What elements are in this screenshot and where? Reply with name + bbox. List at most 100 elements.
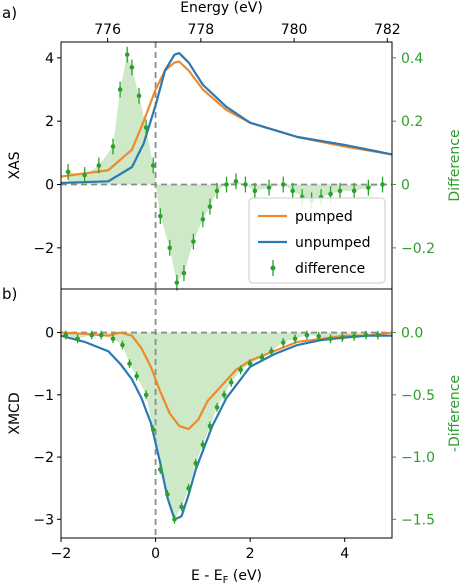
panel-label: a) bbox=[2, 4, 17, 22]
difference-point bbox=[143, 125, 149, 130]
difference-point bbox=[179, 504, 184, 510]
y-right-tick-label: −0.5 bbox=[401, 388, 435, 404]
difference-point bbox=[82, 172, 87, 178]
y-tick-label: −1 bbox=[33, 388, 54, 404]
top-x-axis-label: Energy (eV) bbox=[180, 0, 263, 16]
difference-point bbox=[186, 485, 191, 491]
difference-point bbox=[247, 361, 253, 367]
y-right-axis-label: Difference bbox=[447, 129, 463, 201]
panel-a: −2 0 2 4 −0.2 0 0.2 0.4 XAS Difference a) 776 778 780… bbox=[2, 0, 463, 291]
y-right-axis-label: -Difference bbox=[447, 375, 463, 452]
difference-point bbox=[207, 423, 213, 429]
difference-point bbox=[150, 163, 156, 168]
series-line-unpumped bbox=[60, 51, 393, 185]
difference-point bbox=[221, 392, 227, 398]
y-right-tick-label: 0 bbox=[401, 178, 410, 194]
y-right-tick-label: −1.0 bbox=[401, 450, 435, 466]
x-tick-label: 4 bbox=[340, 546, 349, 562]
difference-point bbox=[375, 332, 381, 338]
difference-point bbox=[214, 404, 220, 410]
difference-point bbox=[269, 348, 274, 354]
y-right-tick-label: −0.2 bbox=[401, 241, 435, 257]
y-axis-label: XAS bbox=[7, 151, 23, 179]
plot-frame bbox=[60, 288, 393, 539]
difference-point bbox=[259, 355, 265, 360]
legend-box bbox=[248, 197, 386, 284]
y-right-tick-label: −1.5 bbox=[401, 512, 435, 528]
difference-point bbox=[191, 239, 196, 244]
y-tick-label: 4 bbox=[45, 51, 54, 67]
x-tick-label: 2 bbox=[246, 546, 255, 562]
x-tick-label: −2 bbox=[51, 546, 72, 562]
top-x-tick-label: 780 bbox=[281, 22, 308, 38]
difference-point bbox=[207, 204, 213, 209]
legend-label-pumped: pumped bbox=[295, 209, 353, 225]
difference-point bbox=[328, 336, 333, 342]
difference-point bbox=[150, 427, 156, 432]
legend-swatch-point bbox=[270, 265, 276, 271]
difference-point bbox=[252, 188, 258, 194]
difference-point bbox=[366, 185, 371, 190]
difference-point bbox=[98, 332, 104, 338]
difference-point bbox=[200, 217, 206, 222]
y-right-tick-label: 0.2 bbox=[401, 114, 423, 130]
panel-b: −3 −2 −1 0 −1.5 −1.0 −0.5 0.0 XMCD -Difference b) −… bbox=[2, 285, 463, 586]
top-x-tick-label: 782 bbox=[374, 22, 401, 38]
series-line-unpumped bbox=[60, 334, 392, 521]
difference-point bbox=[328, 191, 333, 197]
difference-point bbox=[304, 332, 310, 338]
difference-point bbox=[200, 442, 206, 447]
x-tick-label: 0 bbox=[151, 546, 160, 562]
difference-point bbox=[280, 340, 286, 345]
difference-point bbox=[110, 336, 116, 342]
difference-point bbox=[224, 182, 229, 187]
y-axis-label: XMCD bbox=[7, 392, 23, 434]
series-line-pumped bbox=[60, 331, 393, 431]
difference-point bbox=[96, 163, 102, 168]
difference-point bbox=[292, 336, 298, 342]
legend: pumped unpumped difference bbox=[248, 197, 386, 284]
difference-point bbox=[158, 213, 163, 219]
y-tick-label: 2 bbox=[45, 114, 54, 130]
y-tick-label: 0 bbox=[45, 178, 54, 194]
difference-point bbox=[124, 52, 130, 57]
difference-point bbox=[120, 342, 125, 348]
difference-point bbox=[117, 87, 123, 92]
y-tick-label: −2 bbox=[33, 450, 54, 466]
panel-label: b) bbox=[2, 285, 17, 303]
difference-point bbox=[65, 169, 71, 175]
difference-point bbox=[127, 361, 132, 367]
difference-point bbox=[143, 392, 149, 398]
difference-fill-area bbox=[65, 332, 378, 520]
difference-point bbox=[174, 280, 180, 285]
difference-point bbox=[266, 185, 272, 190]
difference-point bbox=[134, 373, 139, 379]
difference-point bbox=[380, 182, 385, 187]
difference-point bbox=[243, 182, 248, 187]
difference-point bbox=[351, 188, 357, 194]
difference-point bbox=[228, 380, 234, 385]
y-tick-label: −2 bbox=[33, 241, 54, 257]
difference-point bbox=[89, 332, 95, 338]
difference-point bbox=[165, 492, 170, 497]
difference-point bbox=[280, 182, 286, 187]
difference-point bbox=[351, 334, 357, 339]
difference-point bbox=[290, 188, 296, 194]
difference-point bbox=[233, 179, 239, 184]
top-x-tick-label: 776 bbox=[94, 22, 121, 38]
y-tick-label: 0 bbox=[45, 326, 54, 342]
difference-point bbox=[75, 336, 80, 342]
difference-point bbox=[172, 517, 177, 522]
y-right-tick-label: 0.0 bbox=[401, 326, 423, 342]
difference-point bbox=[181, 270, 187, 276]
difference-point bbox=[193, 461, 199, 466]
y-tick-label: −3 bbox=[33, 512, 54, 528]
difference-point bbox=[363, 332, 369, 338]
top-x-tick-label: 778 bbox=[187, 22, 214, 38]
difference-point bbox=[214, 188, 220, 194]
difference-point bbox=[167, 245, 173, 251]
difference-point bbox=[340, 335, 345, 340]
difference-point bbox=[63, 332, 69, 338]
difference-point bbox=[110, 144, 116, 149]
